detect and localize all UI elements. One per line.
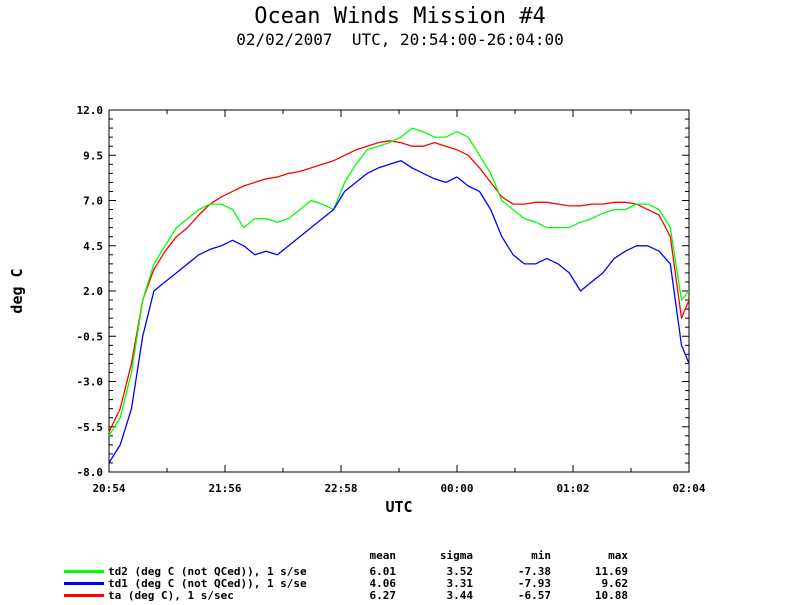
legend-swatch [64,594,104,597]
stat-sigma: 3.31 [446,577,474,590]
axis-labels: -8.0 -5.5 -3.0 -0.5 2.0 4.5 7.0 9.5 12.0 20:54 21:… [8,104,706,516]
series-line-0 [108,127,690,437]
stat-max: 10.88 [594,589,628,602]
x-tick-label: 20:54 [92,482,125,495]
stat-sigma: 3.52 [446,565,474,578]
stat-sigma: 3.44 [446,589,474,602]
stats-header-min: min [531,549,551,562]
legend-label: td2 (deg C (not QCed)), 1 s/se [108,565,307,578]
legend-label: td1 (deg C (not QCed)), 1 s/se [108,577,307,590]
x-tick-label: 02:04 [672,482,705,495]
stats-header-sigma: sigma [439,549,473,562]
stat-mean: 4.06 [369,577,397,590]
x-axis-label: UTC [385,498,412,516]
stat-max: 9.62 [601,577,629,590]
x-tick-label: 21:56 [208,482,241,495]
stat-mean: 6.27 [369,589,397,602]
y-tick-label: -8.0 [77,466,104,479]
y-tick-label: 9.5 [83,149,103,162]
axis-ticks [108,109,690,473]
y-tick-label: 12.0 [77,104,104,117]
x-tick-label: 22:58 [324,482,357,495]
stat-min: -6.57 [517,589,551,602]
chart-subtitle: 02/02/2007 UTC, 20:54:00-26:04:00 [236,30,564,49]
legend-label: ta (deg C), 1 s/sec [108,589,234,602]
y-tick-label: -3.0 [77,376,104,389]
plot-frame [108,109,690,473]
stat-mean: 6.01 [369,565,397,578]
x-tick-label: 00:00 [440,482,473,495]
series-layer [108,127,690,464]
x-tick-label: 01:02 [556,482,589,495]
series-line-2 [108,140,690,433]
chart-title: Ocean Winds Mission #4 [254,4,546,29]
y-tick-label: 4.5 [83,240,103,253]
legend-swatch [64,570,104,573]
stat-min: -7.93 [517,577,551,590]
legend-swatch [64,582,104,585]
y-tick-label: -5.5 [77,421,104,434]
y-tick-label: 7.0 [83,195,103,208]
stats-header-mean: mean [369,549,397,562]
series-line-1 [108,160,690,464]
y-tick-label: 2.0 [83,285,103,298]
stat-max: 11.69 [594,565,628,578]
stats-header-max: max [608,549,628,562]
y-tick-label: -0.5 [77,330,104,343]
y-axis-label: deg C [8,268,26,313]
stat-min: -7.38 [517,565,551,578]
